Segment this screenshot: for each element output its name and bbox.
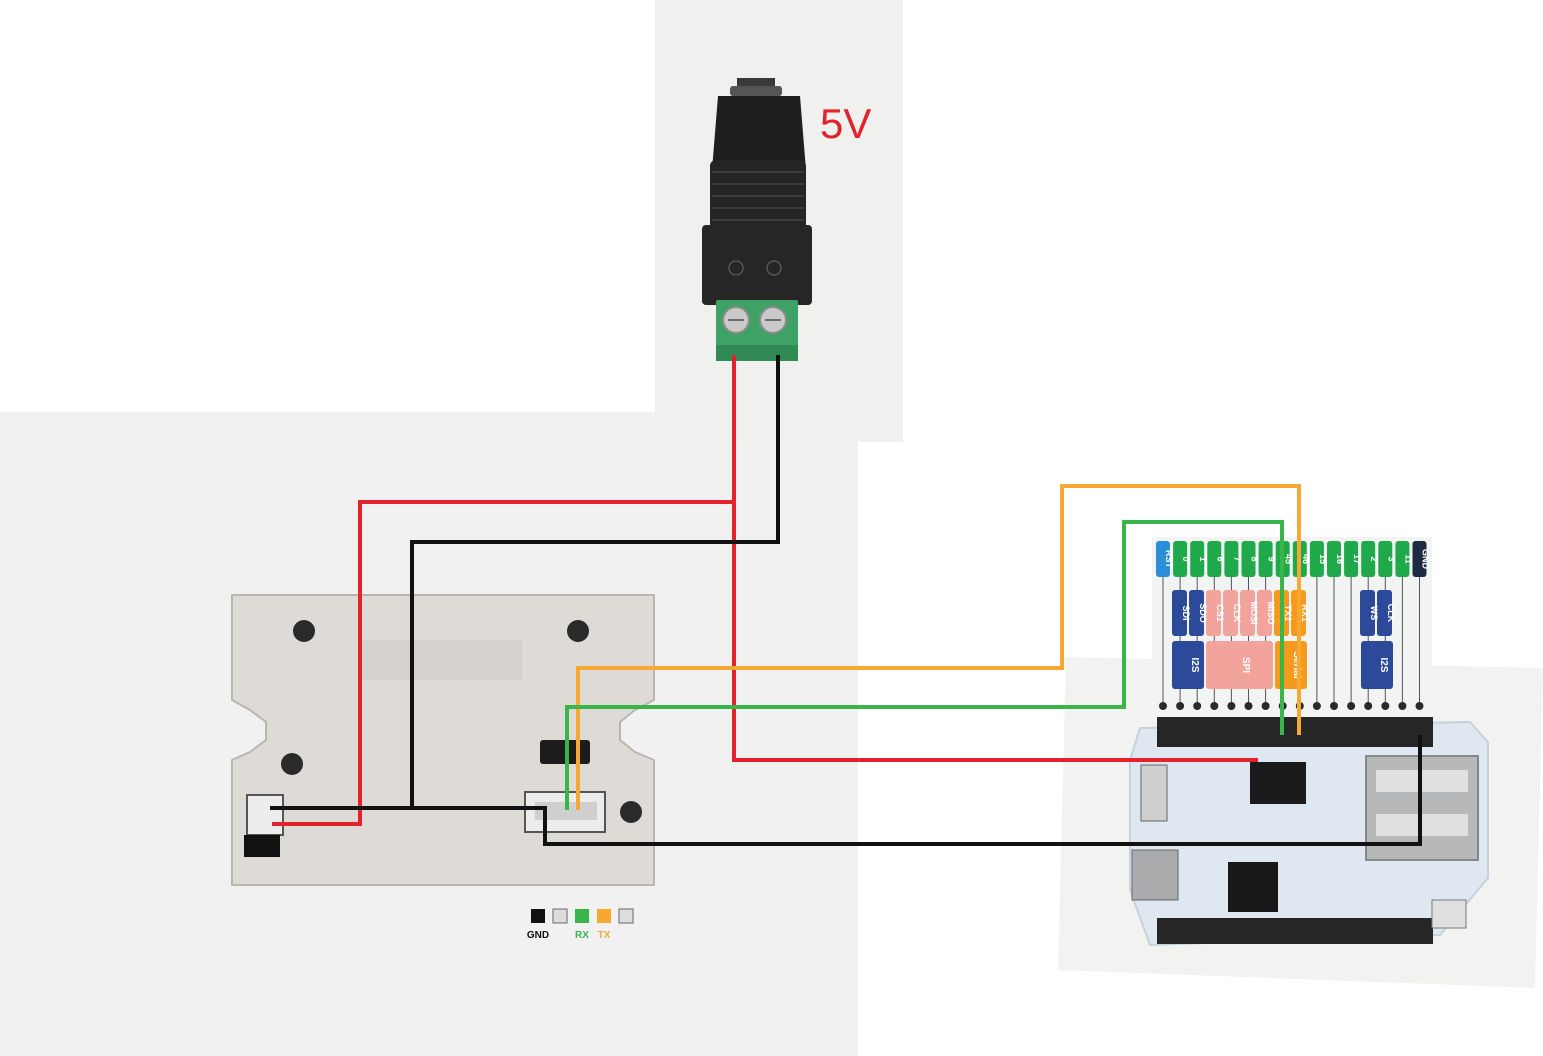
tag-clk-spi: CLK	[1232, 604, 1242, 623]
pin-tag	[1395, 541, 1410, 577]
microcontroller-chip	[1228, 862, 1278, 912]
connector-pin-legend: GND RX TX	[527, 908, 634, 941]
i2s-right-block	[1361, 641, 1393, 689]
pin-label-rst: RST	[1164, 550, 1174, 569]
pin-tag	[1412, 541, 1427, 577]
pin-label-gnd: GND	[1421, 549, 1431, 570]
legend-gnd-swatch	[531, 909, 545, 923]
spi-label: SPI	[1240, 657, 1251, 673]
pin-tag	[1173, 541, 1188, 577]
pin-label-15: 15	[1318, 554, 1328, 564]
pin-tag	[1344, 541, 1359, 577]
pin-label-1: 1	[1198, 556, 1208, 561]
tag-rx1: RX1	[1300, 604, 1310, 622]
pin-tag	[1327, 541, 1341, 577]
pin-label-17: 17	[1352, 554, 1362, 564]
pin-label-7: 7	[1232, 556, 1242, 561]
pin-dot	[1227, 702, 1236, 710]
legend-empty-swatch	[552, 908, 568, 924]
header-strip-top	[1157, 717, 1433, 747]
tag-sdi: SDI	[1181, 605, 1191, 620]
wire-rx	[565, 520, 1284, 810]
tag-tx1: TX1	[1283, 605, 1293, 622]
pin-tag	[1378, 541, 1393, 577]
pin-dot	[1312, 702, 1321, 710]
tag-miso: MISO	[1266, 601, 1276, 624]
pin-label-45: 45	[1284, 554, 1294, 564]
pin-function-tags: SDI SDO CS1 CLK MOSI MISO TX1 RX1 WS CLK	[1172, 590, 1396, 636]
pin-dot	[1210, 702, 1219, 710]
pin-dot	[1176, 702, 1185, 710]
pin-label-11: 11	[1403, 554, 1413, 564]
mounting-screw-icon	[293, 620, 315, 642]
pin-dot	[1244, 702, 1253, 710]
header-strip-bottom	[1157, 918, 1433, 944]
plus-marking-icon	[728, 260, 744, 276]
pin-tag	[1224, 541, 1239, 577]
pin-dot	[1347, 702, 1356, 710]
mounting-screw-icon	[620, 801, 642, 823]
legend-rx-swatch	[575, 909, 589, 923]
wire-5v-positive	[272, 355, 736, 826]
tag-clk-i2s: CLK	[1386, 604, 1396, 623]
pin-label-0: 0	[1181, 556, 1191, 561]
legend-gnd-label: GND	[527, 930, 549, 941]
pin-dot	[1398, 702, 1407, 710]
pin-label-16: 16	[1335, 554, 1345, 564]
minus-marking-icon	[766, 260, 782, 276]
pin-dot	[1364, 702, 1373, 710]
printer-module	[231, 594, 655, 886]
spi-block	[1206, 641, 1273, 689]
mounting-screw-icon	[567, 620, 589, 642]
tag-cs1: CS1	[1215, 604, 1225, 622]
dev-board	[1129, 717, 1489, 947]
pin-label-8: 8	[1250, 556, 1260, 561]
wire-tx	[576, 484, 1301, 810]
wire-ground-serial	[412, 735, 1422, 846]
pin-tag	[1241, 541, 1256, 577]
pin-label-3: 3	[1386, 556, 1396, 561]
i2s-left-block	[1172, 641, 1204, 689]
pin-tag	[1258, 541, 1273, 577]
pin-dot	[1159, 702, 1167, 710]
wires	[270, 355, 1422, 846]
pin-tag	[1309, 541, 1324, 577]
slide-switch	[1140, 764, 1168, 822]
dc-jack-connector	[702, 78, 812, 361]
pin-tag	[1207, 541, 1222, 577]
pin-columns: RST 0 1 6 7 8 9 45 46 15 16 17 2 3 11 GND	[1156, 541, 1431, 710]
pin-tag	[1361, 541, 1376, 577]
pin-dot	[1261, 702, 1270, 710]
voltage-regulator	[1250, 762, 1306, 804]
wire-ground	[270, 355, 780, 810]
pin-tag	[1190, 541, 1205, 577]
tag-sdo: SDO	[1198, 603, 1208, 623]
wire-5v-positive-to-board	[732, 502, 1258, 762]
pin-label-6: 6	[1215, 556, 1225, 561]
mounting-screw-icon	[281, 753, 303, 775]
pin-dot	[1415, 702, 1424, 710]
pin-label-2: 2	[1369, 556, 1379, 561]
pin-label-9: 9	[1267, 556, 1277, 561]
pin-dot	[1381, 702, 1390, 710]
tag-ws: WS	[1369, 606, 1379, 621]
power-connector	[246, 794, 284, 836]
serial-label: Serial	[1291, 651, 1302, 678]
i2s-left-label: I2S	[1189, 657, 1200, 672]
legend-tx-swatch	[597, 909, 611, 923]
micro-usb-port	[1131, 849, 1179, 901]
legend-tx-label: TX	[598, 930, 611, 941]
pin-dot	[1193, 702, 1202, 710]
legend-rx-label: RX	[575, 930, 589, 941]
pin-tag	[1156, 541, 1170, 577]
i2s-right-label: I2S	[1378, 657, 1389, 672]
legend-empty-swatch	[618, 908, 634, 924]
pin-dot	[1330, 702, 1338, 710]
tag-mosi: MOSI	[1249, 601, 1259, 624]
reset-button	[1431, 899, 1467, 929]
pin-label-46: 46	[1301, 554, 1311, 564]
voltage-label: 5V	[820, 100, 871, 147]
